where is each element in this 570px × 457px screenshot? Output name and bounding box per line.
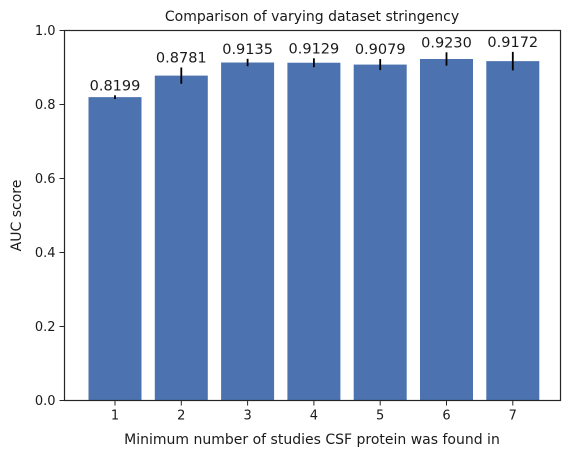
data-label-1: 0.8199 <box>90 78 141 94</box>
data-label-2: 0.8781 <box>156 50 207 66</box>
error-bars-group <box>114 51 514 99</box>
bars-group <box>88 58 540 401</box>
y-tick-label: 0.6 <box>35 172 56 187</box>
y-tick-label: 0.4 <box>35 246 56 261</box>
y-tick-label: 1.0 <box>35 24 56 39</box>
bar-2 <box>154 75 208 401</box>
x-tick-label-3: 3 <box>243 409 251 424</box>
x-tick-label-4: 4 <box>310 409 318 424</box>
x-tick-label-7: 7 <box>509 409 517 424</box>
data-label-6: 0.9230 <box>421 35 472 51</box>
data-label-5: 0.9079 <box>355 42 406 58</box>
y-axis-label: AUC score <box>9 180 25 252</box>
x-tick-label-5: 5 <box>376 409 384 424</box>
bar-1 <box>88 97 142 401</box>
x-tick-label-2: 2 <box>177 409 185 424</box>
bar-5 <box>353 64 407 401</box>
plot-frame <box>63 29 562 402</box>
y-axis-ticks: 0.0 0.2 0.4 0.6 0.8 1.0 <box>35 24 65 409</box>
bar-6 <box>420 58 473 401</box>
y-tick-label: 0.0 <box>35 394 56 409</box>
x-tick-label-6: 6 <box>442 409 450 424</box>
y-tick-label: 0.2 <box>35 320 56 335</box>
data-label-4: 0.9129 <box>289 41 340 57</box>
bar-3 <box>221 62 275 401</box>
data-label-7: 0.9172 <box>487 35 538 51</box>
bar-4 <box>287 62 341 401</box>
bar-7 <box>486 61 540 401</box>
x-tick-label-1: 1 <box>111 409 119 424</box>
data-labels-group: 0.8199 0.8781 0.9135 0.9129 0.9079 0.9230 0.91… <box>90 35 539 94</box>
chart-title: Comparison of varying dataset stringency <box>165 9 459 25</box>
x-axis-ticks: 1 2 3 4 5 6 7 <box>111 400 517 424</box>
x-axis-label: Minimum number of studies CSF protein wa… <box>124 432 500 448</box>
y-tick-label: 0.8 <box>35 98 56 113</box>
data-label-3: 0.9135 <box>222 42 273 58</box>
